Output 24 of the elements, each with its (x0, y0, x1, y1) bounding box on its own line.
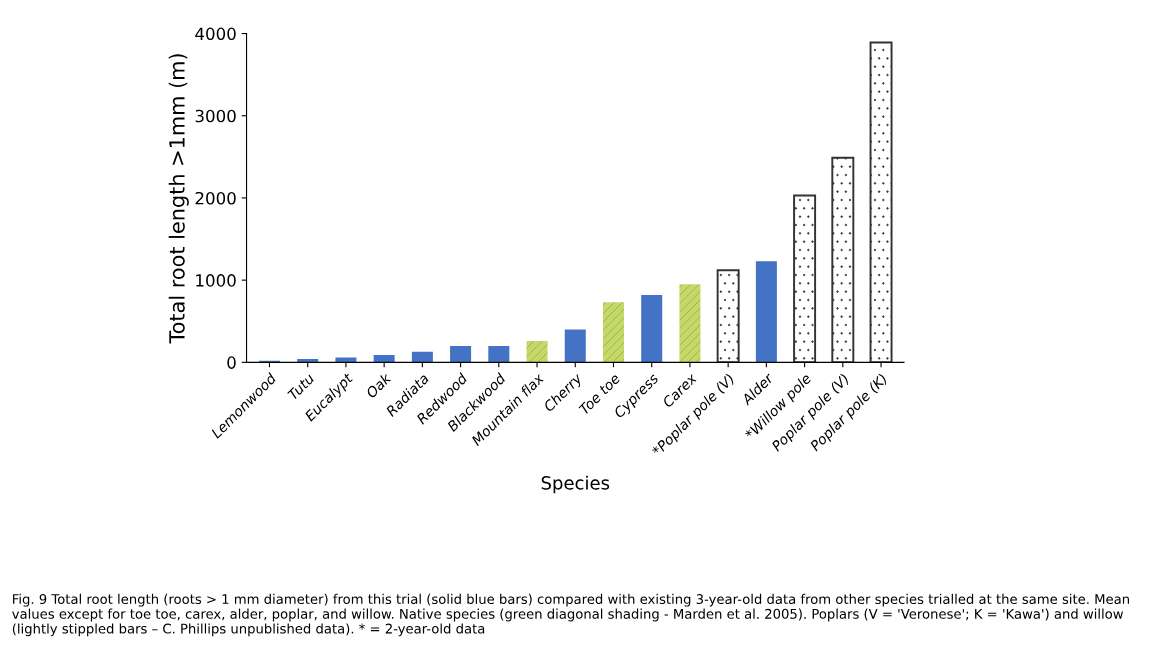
bar (526, 340, 548, 363)
bar (831, 156, 855, 363)
y-tick-label: 2000 (195, 191, 236, 205)
bar (373, 354, 395, 363)
bar (716, 269, 740, 363)
x-axis-title: Species (541, 475, 610, 494)
y-tick-label: 0 (227, 356, 236, 369)
bar (297, 359, 319, 363)
y-axis-title: Total root length >1mm (m) (168, 54, 189, 344)
y-tick-label: 1000 (196, 274, 236, 287)
bar (411, 351, 433, 363)
y-tick-label: 3000 (195, 109, 236, 123)
bar (564, 329, 586, 363)
bar (602, 302, 624, 363)
caption: Fig. 9 Total root length (roots > 1 mm diameter) from this trial (solid blue bars) compared with existing 3-year-old data from other species trialled at the same site. Mean values except for toe toe, carex, alder, poplar, and willow. Native species (green diagonal shading - Marden et al. 2005). Poplars (V = 'Veronese'; K = 'Kawa') and willow (lightly stippled bars – C. Phillips unpublished data). * = 2-year-old data (12, 593, 1129, 637)
bar (335, 357, 357, 363)
bar (679, 284, 701, 363)
y-tick-label: 4000 (195, 27, 236, 41)
bar (450, 345, 472, 363)
bar (488, 345, 510, 363)
bar (641, 294, 663, 363)
bar (793, 194, 817, 363)
bar (869, 41, 893, 363)
bar (755, 261, 777, 363)
